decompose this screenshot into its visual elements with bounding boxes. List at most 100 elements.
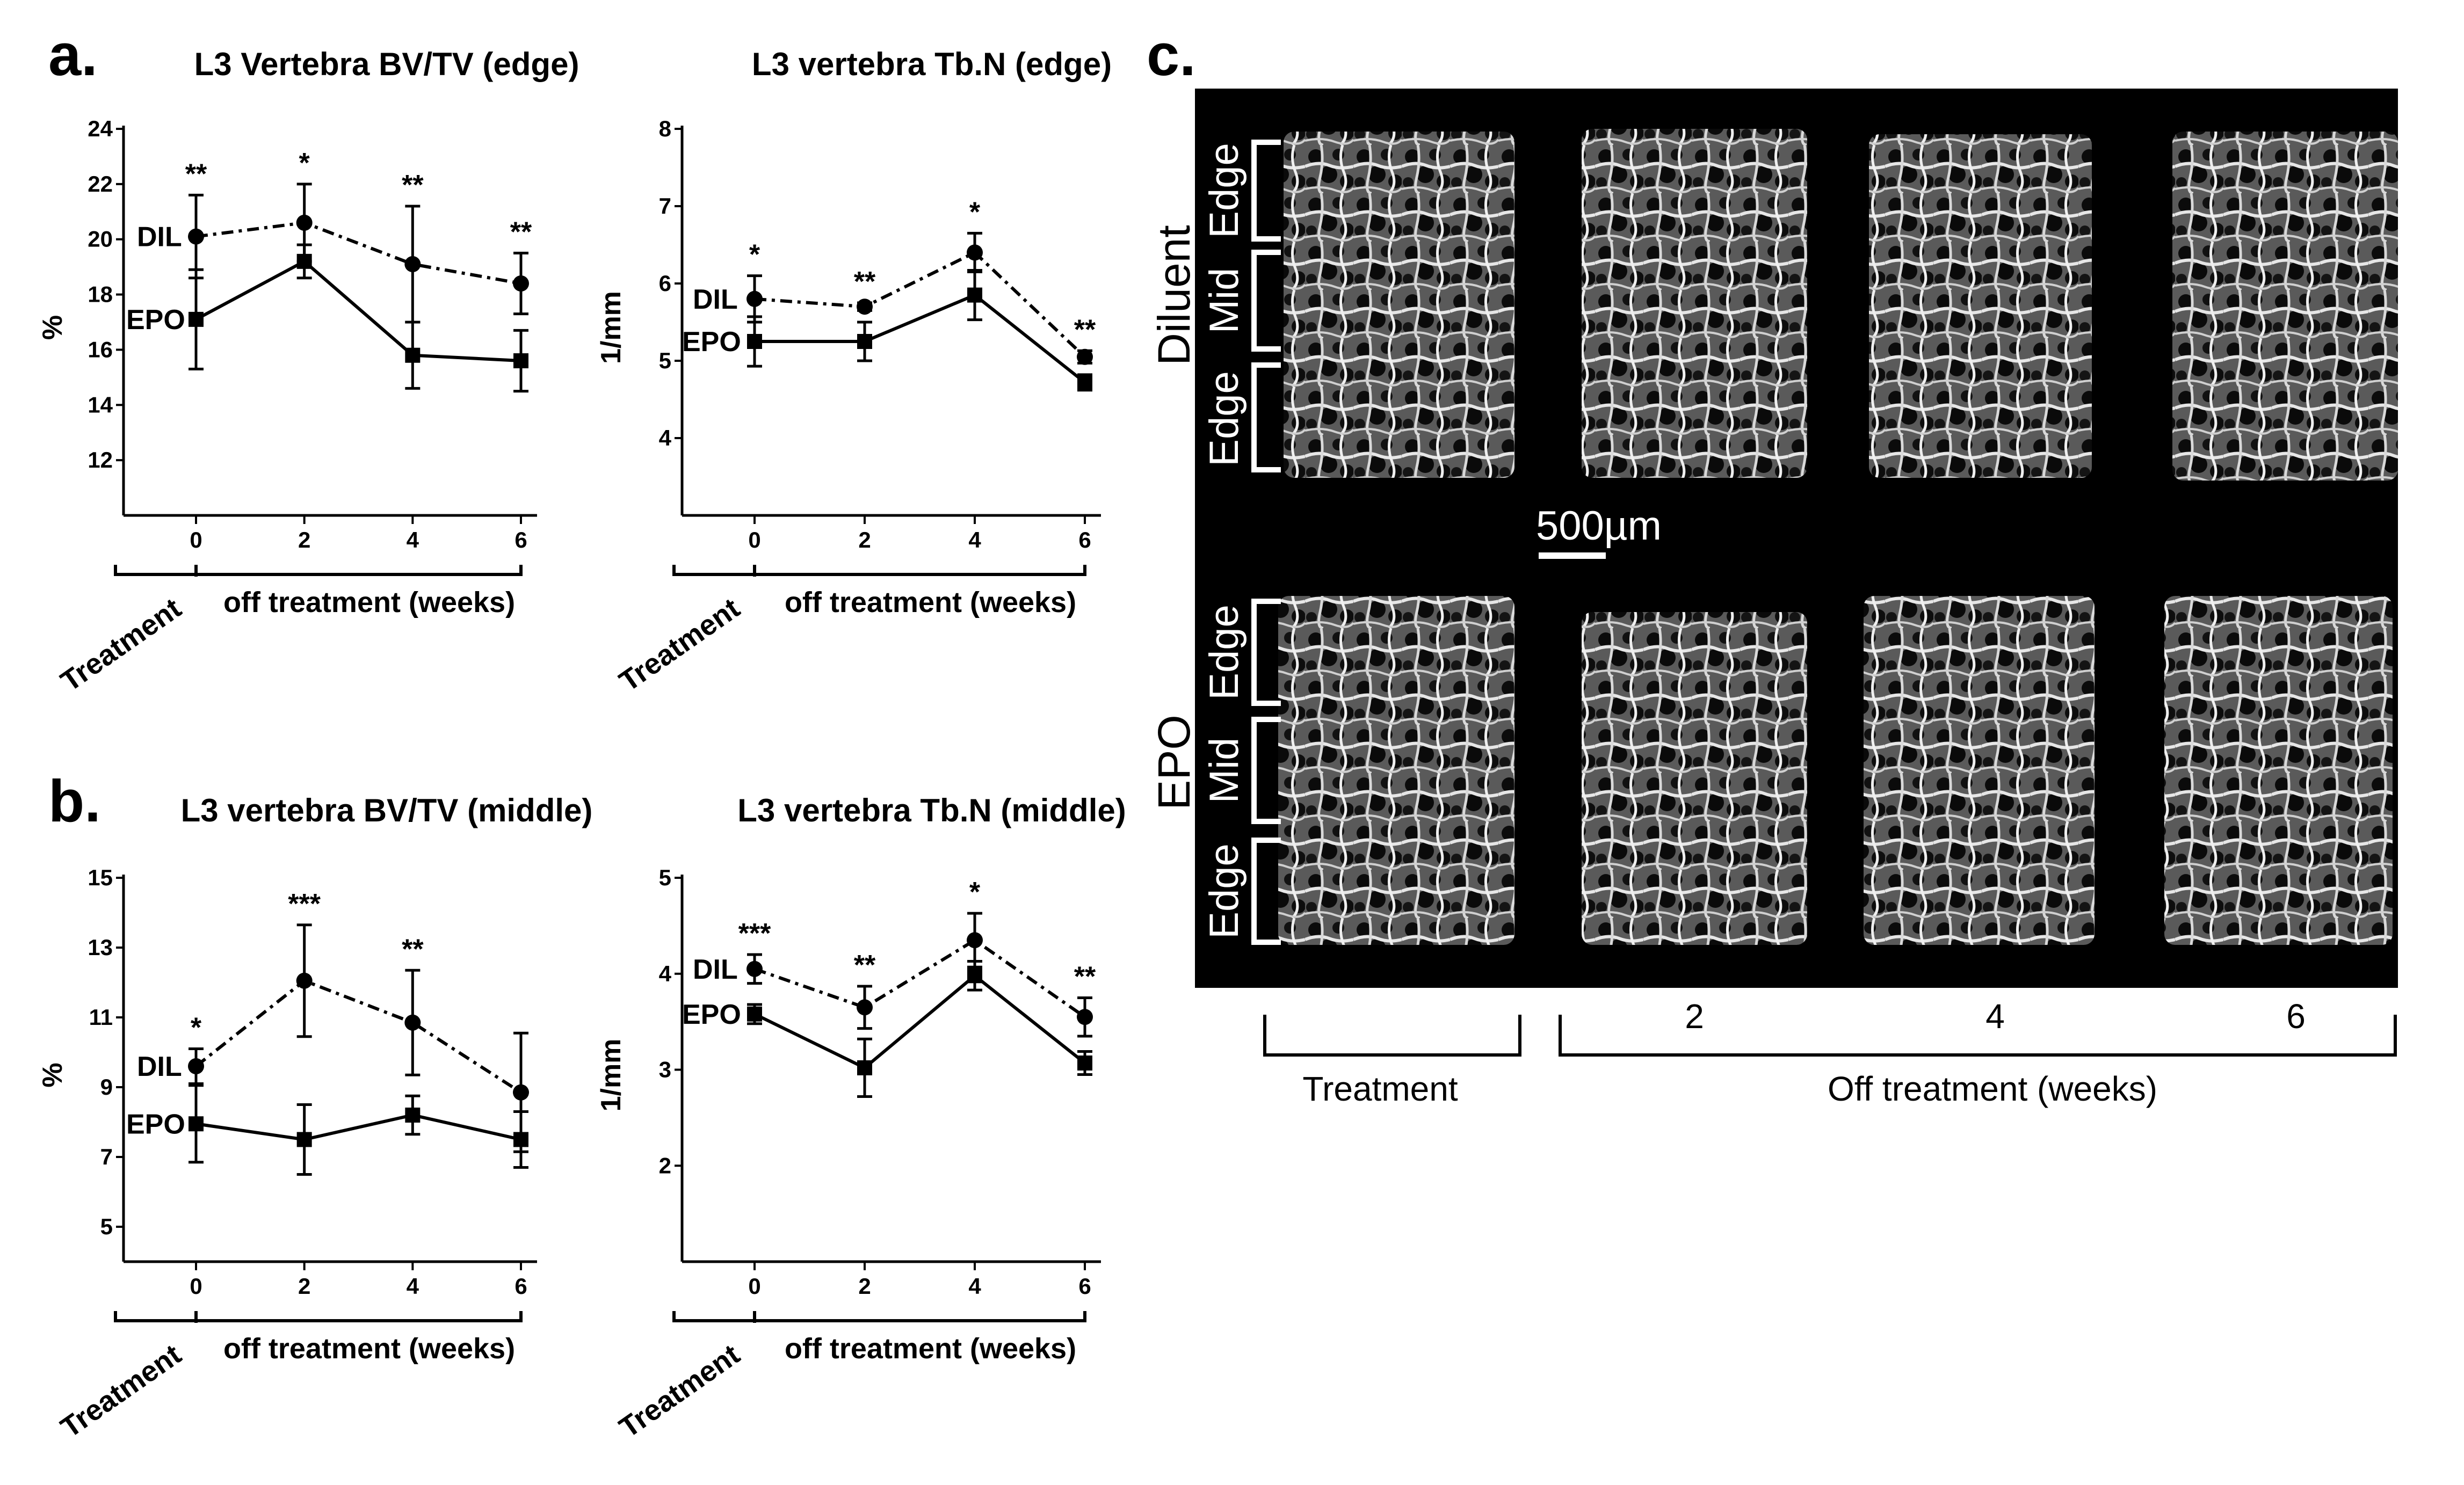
data-point-epo bbox=[1077, 1055, 1092, 1071]
data-point-epo bbox=[513, 353, 528, 368]
data-point-dil bbox=[296, 214, 313, 231]
significance-marker: ** bbox=[854, 266, 876, 297]
micro-col-label-2: 2 bbox=[1685, 997, 1704, 1036]
data-point-epo bbox=[967, 968, 982, 984]
data-point-dil bbox=[1077, 348, 1093, 365]
y-tick-label: 5 bbox=[659, 348, 671, 373]
region-bracket bbox=[1251, 599, 1281, 706]
data-point-epo bbox=[405, 1108, 421, 1123]
panel-a-label: a. bbox=[48, 22, 98, 88]
region-bracket bbox=[1251, 717, 1281, 824]
x-tick-label: 4 bbox=[407, 527, 419, 552]
series-label-epo: EPO bbox=[126, 304, 185, 336]
series-line-epo bbox=[753, 973, 1086, 1070]
x-tick-label: 2 bbox=[858, 527, 871, 552]
y-tick-label: 16 bbox=[88, 337, 113, 362]
series-line-epo bbox=[195, 1113, 521, 1141]
data-point-dil bbox=[857, 299, 873, 315]
x-axis-label: off treatment (weeks) bbox=[223, 586, 515, 618]
micro-off-treatment-label: Off treatment (weeks) bbox=[1828, 1069, 2157, 1108]
micro-col-label-4: 4 bbox=[1985, 997, 2005, 1036]
y-tick-label: 8 bbox=[659, 116, 671, 141]
micro-ct-sample bbox=[2164, 596, 2393, 945]
data-point-epo bbox=[857, 334, 872, 349]
significance-marker: ** bbox=[1074, 961, 1096, 992]
y-tick-label: 7 bbox=[659, 193, 671, 219]
significance-marker: ** bbox=[402, 934, 424, 965]
y-tick-label: 4 bbox=[659, 425, 672, 450]
treatment-bracket bbox=[1263, 1015, 1521, 1057]
x-axis-label: off treatment (weeks) bbox=[223, 1333, 515, 1365]
treatment-label: Treatment bbox=[613, 1338, 745, 1444]
micro-ct-sample bbox=[1582, 129, 1807, 478]
x-tick-label: 4 bbox=[968, 1273, 981, 1299]
region-bracket bbox=[1251, 838, 1281, 945]
significance-marker: * bbox=[191, 1013, 202, 1044]
series-label-epo: EPO bbox=[126, 1109, 185, 1140]
micro-ct-panel: Diluent EPO Edge Mid Edge Edge Mid Edge … bbox=[1149, 89, 2398, 1108]
data-point-dil bbox=[747, 960, 763, 977]
significance-marker: * bbox=[969, 877, 981, 908]
significance-marker: *** bbox=[738, 918, 771, 949]
data-point-dil bbox=[404, 256, 421, 272]
panel-c-label: c. bbox=[1147, 22, 1196, 88]
significance-marker: * bbox=[749, 239, 760, 271]
data-point-epo bbox=[189, 311, 204, 327]
micro-ct-sample bbox=[1284, 132, 1514, 478]
y-tick-label: 6 bbox=[659, 271, 671, 296]
chart-title: L3 vertebra Tb.N (middle) bbox=[737, 792, 1126, 828]
data-point-dil bbox=[513, 275, 529, 292]
treatment-label: Treatment bbox=[55, 1338, 187, 1444]
y-tick-label: 11 bbox=[89, 1004, 113, 1030]
y-tick-label: 5 bbox=[100, 1214, 113, 1239]
panel-b-label: b. bbox=[48, 768, 101, 834]
x-tick-label: 6 bbox=[1078, 1273, 1091, 1299]
data-point-epo bbox=[513, 1132, 528, 1147]
x-tick-label: 2 bbox=[298, 1273, 310, 1299]
y-tick-label: 20 bbox=[88, 227, 113, 252]
off-treatment-bracket bbox=[753, 565, 1086, 577]
off-treatment-bracket bbox=[194, 1311, 523, 1323]
data-point-dil bbox=[857, 999, 873, 1016]
significance-marker: ** bbox=[1074, 314, 1096, 345]
data-point-epo bbox=[857, 1060, 872, 1075]
data-point-dil bbox=[967, 932, 983, 949]
y-tick-label: 18 bbox=[88, 282, 113, 307]
significance-marker: ** bbox=[185, 158, 207, 190]
micro-treatment-label: Treatment bbox=[1302, 1069, 1458, 1108]
region-bracket bbox=[1251, 362, 1281, 472]
y-tick-label: 14 bbox=[88, 392, 113, 417]
region-label-edge: Edge bbox=[1201, 371, 1247, 467]
micro-ct-sample bbox=[1869, 134, 2092, 478]
y-tick-label: 9 bbox=[100, 1074, 113, 1100]
chart-tbn-edge: L3 vertebra Tb.N (edge) 4 5 6 7 8 1/mm 0 2 4 6 Trea… bbox=[596, 46, 1112, 698]
micro-ct-sample bbox=[2172, 132, 2398, 481]
data-point-dil bbox=[296, 972, 313, 989]
off-treatment-bracket bbox=[1559, 1015, 2397, 1057]
chart-bvtv-edge: L3 Vertebra BV/TV (edge)12141618202224%0… bbox=[37, 46, 579, 698]
region-label-mid: Mid bbox=[1201, 268, 1247, 333]
data-point-epo bbox=[405, 347, 421, 363]
x-tick-label: 0 bbox=[190, 527, 202, 552]
y-tick-label: 22 bbox=[88, 171, 113, 196]
series-line-dil bbox=[195, 979, 522, 1094]
x-tick-label: 2 bbox=[298, 527, 310, 552]
data-point-epo bbox=[296, 253, 312, 269]
series-line-epo bbox=[195, 259, 521, 362]
region-bracket bbox=[1251, 250, 1281, 352]
data-point-dil bbox=[188, 228, 204, 245]
significance-marker: *** bbox=[288, 889, 321, 920]
chart-title: L3 vertebra BV/TV (middle) bbox=[181, 792, 593, 828]
series-line-dil bbox=[195, 221, 521, 285]
off-treatment-bracket bbox=[194, 565, 523, 577]
micro-ct-group-bottom: EPO bbox=[1149, 715, 1199, 810]
treatment-bracket bbox=[672, 1311, 755, 1322]
y-tick-label: 7 bbox=[100, 1144, 113, 1169]
data-point-dil bbox=[188, 1058, 204, 1074]
y-axis-label: % bbox=[37, 315, 68, 340]
y-tick-label: 2 bbox=[659, 1153, 671, 1178]
chart-tbn-middle: L3 vertebra Tb.N (middle) 2 3 4 5 1/mm 0 2 4 6 Tre… bbox=[596, 792, 1126, 1444]
series-line-dil bbox=[754, 250, 1086, 358]
significance-marker: ** bbox=[402, 170, 424, 201]
